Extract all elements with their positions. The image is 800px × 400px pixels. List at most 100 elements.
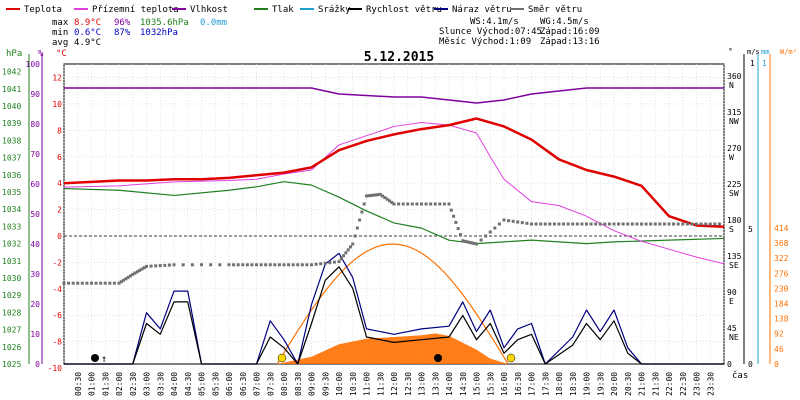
wind-direction-point bbox=[149, 264, 153, 268]
axis-pct-tick: 70 bbox=[30, 150, 40, 159]
wind-direction-point bbox=[598, 222, 602, 226]
axis-mm-top: 1 bbox=[762, 59, 767, 68]
wind-direction-point bbox=[323, 261, 327, 265]
wind-direction-point bbox=[507, 219, 511, 223]
wind-direction-point bbox=[255, 263, 258, 267]
wind-direction-point bbox=[488, 230, 492, 234]
time-tick-label: 04:00 bbox=[170, 372, 179, 396]
axis-deg-tick: 135 bbox=[727, 252, 742, 261]
wind-direction-point bbox=[190, 263, 194, 267]
axis-deg-tick: 0 bbox=[727, 360, 732, 369]
wind-direction-point bbox=[358, 218, 362, 222]
stat-min-temp: 0.6°C bbox=[74, 28, 101, 38]
wind-direction-point bbox=[571, 222, 575, 226]
axis-pct-tick: 0 bbox=[35, 360, 40, 369]
wind-direction-point bbox=[612, 222, 616, 226]
wind-direction-point bbox=[374, 193, 378, 197]
wind-direction-point bbox=[128, 274, 132, 278]
axis-hpa-tick: 1033 bbox=[2, 222, 21, 231]
wind-direction-point bbox=[653, 222, 657, 226]
time-tick-label: 16:30 bbox=[514, 372, 523, 396]
wind-direction-point bbox=[99, 281, 103, 285]
wind-direction-point bbox=[392, 202, 396, 206]
wind-direction-point bbox=[617, 222, 621, 226]
time-tick-label: 20:30 bbox=[624, 372, 633, 396]
axis-wm2-tick: 46 bbox=[774, 345, 784, 354]
wind-direction-point bbox=[607, 222, 611, 226]
axis-hpa-tick: 1042 bbox=[2, 68, 21, 77]
chart-title: 5.12.2015 bbox=[363, 50, 435, 65]
axis-wm2-tick: 230 bbox=[774, 284, 789, 293]
wind-direction-point bbox=[122, 278, 126, 282]
axis-deg-tick: 360 bbox=[727, 72, 742, 81]
wind-direction-point bbox=[296, 263, 300, 267]
time-tick-label: 02:30 bbox=[129, 372, 138, 396]
moon-set-marker bbox=[434, 354, 442, 362]
wind-direction-point bbox=[516, 220, 520, 224]
time-tick-label: 08:00 bbox=[280, 372, 289, 396]
axis-deg-compass: W bbox=[729, 153, 734, 162]
wind-direction-point bbox=[456, 227, 460, 231]
wind-direction-point bbox=[704, 222, 708, 226]
wind-direction-point bbox=[442, 202, 446, 206]
time-tick-label: 06:30 bbox=[239, 372, 248, 396]
wind-direction-point bbox=[172, 263, 176, 267]
axis-hpa-tick: 1025 bbox=[2, 360, 21, 369]
axis-deg-compass: NW bbox=[729, 117, 739, 126]
wind-direction-point bbox=[603, 222, 607, 226]
wind-direction-point bbox=[699, 222, 703, 226]
series-temperature bbox=[63, 117, 725, 229]
axis-mm-unit: mm bbox=[761, 48, 769, 56]
wind-direction-point bbox=[676, 222, 680, 226]
legend-label-dir: Směr větru bbox=[528, 5, 582, 15]
wind-direction-point bbox=[305, 263, 309, 267]
series-humidity bbox=[64, 87, 724, 104]
series-wind-direction bbox=[62, 192, 721, 285]
axis-ms-top: 1 bbox=[750, 59, 755, 68]
wind-direction-point bbox=[67, 281, 71, 285]
time-tick-label: 12:00 bbox=[390, 372, 399, 396]
axis-wm2-tick: 92 bbox=[774, 330, 784, 339]
wind-direction-point bbox=[461, 239, 465, 243]
axis-wm2-tick: 322 bbox=[774, 254, 789, 263]
wind-direction-point bbox=[94, 281, 98, 285]
series-pressure bbox=[63, 181, 725, 245]
axis-degc-tick: 4 bbox=[57, 179, 62, 188]
wind-direction-point bbox=[454, 220, 458, 224]
wind-direction-point bbox=[300, 263, 304, 267]
wind-direction-point bbox=[232, 263, 236, 267]
time-tick-label: 19:30 bbox=[596, 372, 605, 396]
legend-label-press: Tlak bbox=[272, 5, 294, 15]
wind-direction-point bbox=[314, 262, 318, 266]
solar-radiation-area bbox=[277, 333, 509, 364]
wind-direction-point bbox=[630, 222, 634, 226]
axis-degc-tick: -6 bbox=[52, 311, 62, 320]
stat-max-rain: 0.0mm bbox=[200, 18, 227, 28]
wind-direction-point bbox=[566, 222, 570, 226]
info-sun-set: Západ:16:09 bbox=[540, 27, 600, 37]
wind-direction-point bbox=[328, 261, 332, 265]
time-tick-label: 01:00 bbox=[88, 372, 97, 396]
axis-degc-tick: -2 bbox=[52, 258, 62, 267]
wind-direction-point bbox=[351, 242, 355, 246]
wind-direction-point bbox=[424, 202, 428, 206]
info-sun-rise: Slunce Východ:07:45 bbox=[439, 27, 542, 37]
legend-label-feels: Přízemní teplota bbox=[92, 5, 179, 15]
axis-hpa-tick: 1028 bbox=[2, 308, 21, 317]
time-tick-label: 19:00 bbox=[583, 372, 592, 396]
legend-label-temp: Teplota bbox=[24, 5, 62, 15]
axis-pct-tick: 60 bbox=[30, 180, 40, 189]
wind-direction-point bbox=[690, 222, 694, 226]
axis-degc-tick: -10 bbox=[48, 364, 63, 373]
axis-degc-tick: 0 bbox=[57, 232, 62, 241]
wind-direction-point bbox=[154, 264, 158, 268]
info-wg: WG:4.5m/s bbox=[540, 17, 589, 27]
wind-direction-point bbox=[62, 281, 66, 285]
wind-direction-point bbox=[525, 221, 529, 225]
wind-direction-point bbox=[133, 271, 137, 275]
wind-direction-point bbox=[138, 268, 142, 272]
wind-direction-point bbox=[108, 281, 112, 285]
time-tick-label: 13:30 bbox=[431, 372, 440, 396]
